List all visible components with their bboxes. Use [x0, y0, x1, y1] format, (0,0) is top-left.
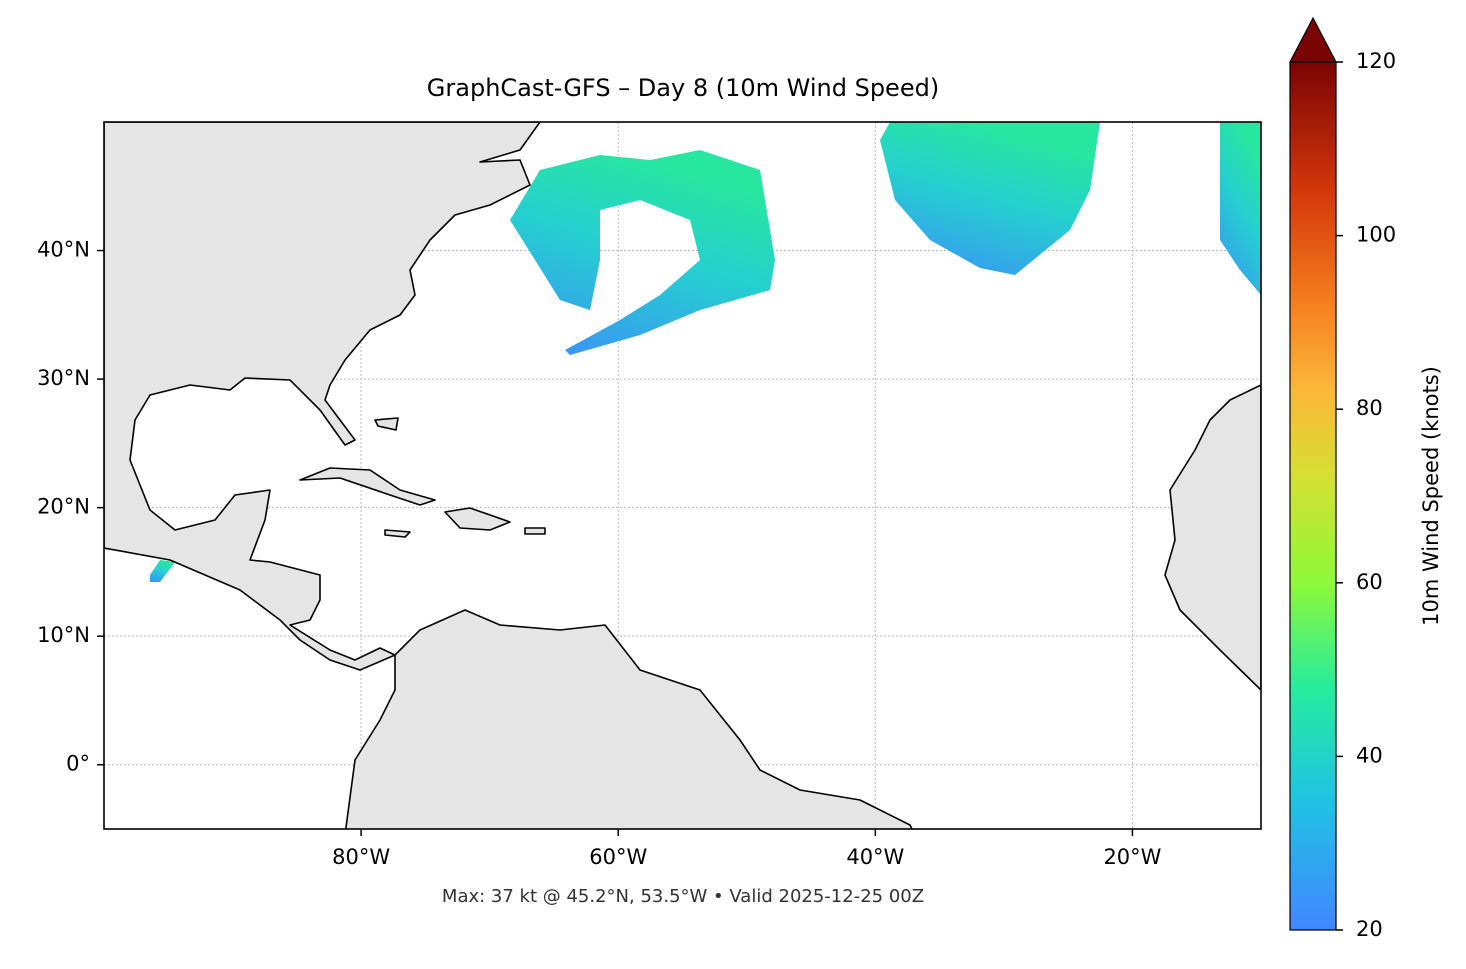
colorbar-tick-label: 60	[1356, 570, 1383, 594]
colorbar-tick-label: 120	[1356, 49, 1396, 73]
x-tick-label: 40°W	[846, 845, 904, 869]
map-title: GraphCast-GFS – Day 8 (10m Wind Speed)	[427, 74, 939, 102]
colorbar	[1289, 61, 1337, 931]
south-america	[344, 609, 913, 829]
africa	[1164, 384, 1261, 691]
plot-frame	[103, 121, 1262, 830]
hispaniola	[444, 507, 511, 531]
cuba	[299, 467, 436, 506]
colorbar-extend	[1289, 16, 1337, 63]
map-layers	[104, 122, 1261, 829]
caption: Max: 37 kt @ 45.2°N, 53.5°W • Valid 2025…	[442, 886, 924, 907]
wind-field	[150, 560, 175, 582]
colorbar-label: 10m Wind Speed (knots)	[1419, 366, 1443, 626]
wind-field	[880, 122, 1100, 275]
colorbar-tick-label: 80	[1356, 396, 1383, 420]
x-tick-label: 20°W	[1103, 845, 1161, 869]
y-tick-label: 10°N	[37, 623, 90, 647]
wind-field	[1220, 122, 1261, 295]
x-tick-label: 60°W	[589, 845, 647, 869]
jamaica	[384, 529, 411, 538]
y-tick-label: 20°N	[37, 495, 90, 519]
colorbar-tick-label: 20	[1356, 917, 1383, 941]
colorbar-tick-label: 40	[1356, 743, 1383, 767]
puerto-rico	[524, 527, 546, 535]
colorbar-tick-label: 100	[1356, 223, 1396, 247]
y-tick-label: 40°N	[37, 238, 90, 262]
north-america	[104, 122, 541, 671]
x-tick-label: 80°W	[332, 845, 390, 869]
y-tick-label: 0°	[66, 752, 90, 776]
wind-field	[510, 150, 775, 355]
bahamas	[374, 417, 399, 431]
y-tick-label: 30°N	[37, 366, 90, 390]
